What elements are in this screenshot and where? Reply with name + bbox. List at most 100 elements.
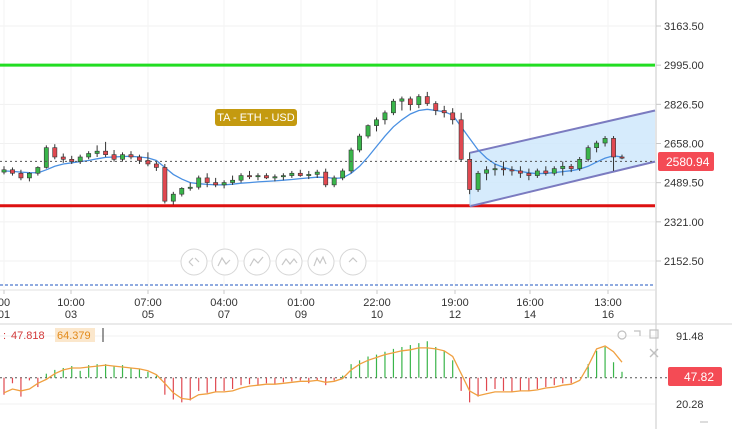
indicator-close-icon[interactable]	[649, 348, 659, 358]
candle-body	[407, 98, 413, 105]
candle-body	[170, 193, 176, 202]
price-tick-label: 2995.00	[664, 60, 704, 72]
candle-body	[52, 147, 58, 158]
price-tick-label: 2152.50	[664, 256, 704, 268]
candle-body	[484, 169, 489, 174]
candle	[568, 163, 574, 173]
candle	[145, 152, 151, 167]
time-tick-label: 22:00	[363, 297, 391, 309]
price-tick-label: 3163.50	[664, 21, 704, 33]
candle	[43, 145, 49, 169]
channel-upper-line	[469, 109, 656, 154]
date-tick-label: 16	[602, 309, 614, 321]
indicator-maximize-icon[interactable]	[634, 330, 641, 336]
candle-body	[306, 174, 312, 176]
candle	[230, 175, 235, 185]
candle	[585, 145, 591, 162]
candle-body	[374, 119, 379, 126]
candle	[433, 101, 439, 116]
candle-body	[264, 175, 269, 179]
candle	[534, 168, 540, 178]
candle	[272, 174, 278, 182]
date-tick-label: 01	[0, 309, 10, 321]
candle	[340, 168, 346, 181]
indicator-collapse-icon[interactable]	[649, 329, 659, 339]
candle-body	[348, 149, 354, 172]
candle	[86, 151, 92, 160]
candle-body	[196, 177, 202, 188]
candle-body	[1, 169, 7, 173]
candle	[204, 173, 210, 188]
candle	[331, 175, 337, 188]
candle-body	[450, 112, 456, 121]
candle	[52, 144, 58, 160]
time-tick-label: 16:00	[516, 297, 544, 309]
candle-body	[619, 156, 625, 159]
indicator-controls	[617, 329, 659, 358]
candle-body	[518, 170, 523, 174]
candle-body	[509, 169, 515, 172]
candles	[1, 91, 625, 205]
candle	[18, 169, 24, 181]
candle-body	[94, 150, 100, 154]
candle-body	[357, 135, 362, 151]
candle	[357, 133, 362, 153]
candle	[458, 112, 464, 162]
candle	[289, 170, 295, 178]
date-tick-label: 03	[65, 309, 77, 321]
date-tick-label: 07	[218, 309, 230, 321]
candle-body	[213, 182, 219, 186]
candle-body	[585, 147, 591, 160]
candle	[551, 166, 557, 176]
candle-body	[467, 159, 473, 190]
price-tick-label: 2489.50	[664, 178, 704, 190]
candle-body	[365, 125, 371, 137]
price-tick-label: 2658.00	[664, 139, 704, 151]
candle-body	[382, 112, 388, 121]
date-tick-label: 05	[142, 309, 154, 321]
horizontal-levels[interactable]	[0, 63, 655, 208]
candle-body	[221, 182, 227, 186]
candle-body	[433, 103, 439, 111]
candle	[111, 150, 117, 162]
candle-body	[391, 100, 396, 114]
candle	[26, 172, 32, 182]
candle	[238, 173, 244, 183]
candle-body	[594, 142, 600, 148]
candle-body	[238, 175, 244, 181]
candle	[348, 147, 354, 174]
toolbar-pattern-icon[interactable]	[243, 248, 271, 276]
candle-body	[289, 172, 295, 176]
indicator-settings-icon[interactable]	[617, 330, 627, 340]
candle-body	[26, 172, 32, 179]
date-tick-label: 09	[295, 309, 307, 321]
time-tick-label: 10:00	[57, 297, 85, 309]
candle	[475, 170, 481, 192]
candle-body	[280, 175, 286, 178]
candle	[162, 163, 168, 204]
toolbar-arrows-icon[interactable]	[180, 248, 208, 276]
candle	[441, 105, 447, 118]
indicator-line	[3, 345, 623, 401]
candle	[611, 136, 616, 171]
toolbar-wave-icon[interactable]	[211, 248, 239, 276]
candle-body	[272, 176, 278, 179]
toolbar-expand-icon[interactable]	[339, 248, 367, 276]
candle	[120, 152, 125, 162]
indicator-signal-line	[3, 345, 623, 401]
candle	[60, 153, 66, 163]
price-axis[interactable]: 3163.50 2995.00 2826.50 2658.00 2489.50 2321.…	[656, 21, 704, 268]
candle-body	[204, 177, 210, 183]
indicator-current-value: 47.82	[684, 370, 714, 384]
candle	[619, 154, 625, 160]
time-tick-label: 19:00	[441, 297, 469, 309]
candle-body	[543, 170, 549, 174]
toolbar-elliott-icon[interactable]	[307, 248, 335, 276]
candle	[35, 166, 41, 176]
candle	[407, 96, 413, 111]
toolbar-abcd-icon[interactable]	[275, 248, 303, 276]
candle-body	[568, 165, 574, 169]
